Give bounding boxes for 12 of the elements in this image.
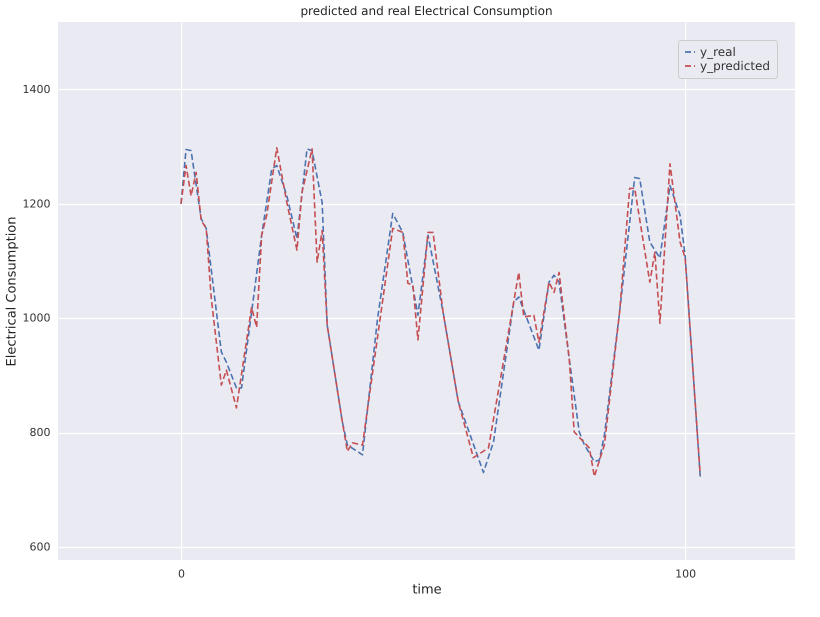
x-tick-label: 0	[178, 568, 185, 580]
chart-title: predicted and real Electrical Consumption	[300, 4, 553, 18]
y-tick-label: 1200	[22, 197, 50, 210]
y-tick-label: 1400	[22, 82, 50, 96]
x-axis-title: time	[412, 582, 442, 598]
legend-label: y_predicted	[700, 59, 770, 73]
y-tick-label: 1000	[22, 312, 50, 325]
y-axis-title: Electrical Consumption	[4, 216, 20, 366]
y-tick-label: 600	[30, 540, 50, 554]
legend-label: y_real	[700, 45, 736, 59]
y-tick-label: 800	[30, 426, 50, 440]
x-tick-label: 100	[675, 568, 696, 580]
